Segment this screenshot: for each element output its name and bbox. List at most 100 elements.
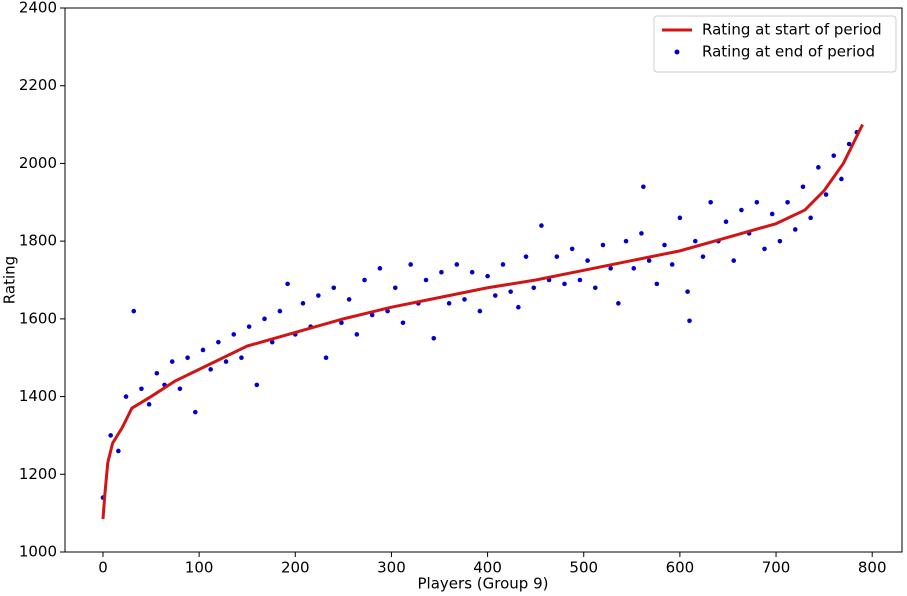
point [662, 242, 667, 248]
point [592, 285, 598, 291]
x-axis-label: Players (Group 9) [418, 575, 549, 593]
point [654, 281, 660, 287]
point [108, 433, 113, 438]
point [641, 184, 646, 190]
point [823, 192, 829, 197]
point [469, 269, 475, 275]
point [400, 320, 406, 326]
point [185, 355, 190, 361]
point [808, 215, 813, 221]
legend-label: Rating at start of period [702, 21, 882, 39]
point [216, 339, 221, 345]
y-tick-label: 1400 [19, 387, 57, 405]
point [800, 184, 806, 190]
point [492, 293, 498, 298]
point [608, 266, 613, 271]
point [254, 382, 260, 388]
point [146, 402, 152, 407]
point [516, 304, 521, 310]
point [685, 289, 690, 294]
point [708, 199, 713, 205]
x-tick-label: 0 [98, 559, 108, 577]
point [239, 355, 244, 361]
y-tick-label: 2000 [19, 154, 57, 172]
point [462, 297, 467, 302]
point [562, 281, 567, 287]
x-tick-label: 200 [281, 559, 310, 577]
point [169, 359, 175, 364]
point [131, 308, 137, 314]
point [269, 339, 275, 345]
point [331, 285, 337, 291]
point [577, 277, 583, 283]
y-tick-label: 1800 [19, 232, 57, 250]
point [508, 289, 513, 294]
point [477, 308, 483, 314]
y-tick-label: 2200 [19, 76, 57, 94]
y-tick-label: 1600 [19, 309, 57, 327]
point [339, 320, 344, 326]
x-tick-label: 100 [185, 559, 214, 577]
point [246, 324, 252, 329]
legend-label: Rating at end of period [702, 43, 875, 61]
point [616, 301, 621, 306]
point [369, 312, 375, 318]
point [454, 262, 460, 267]
point [831, 153, 837, 158]
point [408, 262, 413, 267]
point [500, 262, 506, 267]
point [785, 199, 790, 205]
point [754, 199, 760, 205]
point [531, 285, 537, 291]
x-tick-label: 400 [473, 559, 502, 577]
point [762, 246, 767, 252]
point [792, 227, 798, 232]
point [623, 238, 629, 244]
legend-swatch [674, 49, 680, 55]
point [723, 219, 729, 225]
point [739, 207, 744, 213]
point [231, 332, 237, 337]
point [631, 266, 637, 271]
point [192, 409, 198, 415]
point [123, 394, 129, 399]
point [208, 367, 213, 372]
point [354, 332, 360, 337]
point [223, 359, 229, 364]
point [323, 355, 329, 361]
point [687, 318, 692, 324]
line [101, 123, 864, 520]
point [300, 301, 306, 306]
point [377, 266, 383, 271]
plot-frame [64, 7, 903, 553]
x-tick-label: 800 [858, 559, 887, 577]
point [731, 258, 737, 263]
point [116, 448, 121, 454]
y-tick-label: 1000 [19, 543, 57, 561]
point [846, 141, 852, 147]
y-axis-label: Rating [1, 256, 19, 304]
point [362, 277, 367, 283]
point [769, 211, 775, 217]
point [316, 293, 321, 298]
x-tick-label: 600 [666, 559, 695, 577]
point [669, 262, 675, 267]
point [423, 277, 429, 283]
point [485, 273, 490, 279]
point [285, 281, 290, 287]
point [600, 242, 606, 248]
point [446, 301, 452, 306]
x-tick-label: 500 [569, 559, 598, 577]
legend-box [653, 15, 897, 73]
point [677, 215, 683, 221]
point [177, 386, 183, 392]
point [569, 246, 575, 252]
y-tick-label: 2400 [19, 0, 57, 17]
point [139, 386, 144, 392]
point [439, 269, 444, 275]
x-tick-label: 700 [762, 559, 791, 577]
point [585, 258, 590, 263]
point [392, 285, 398, 291]
point [346, 297, 352, 302]
